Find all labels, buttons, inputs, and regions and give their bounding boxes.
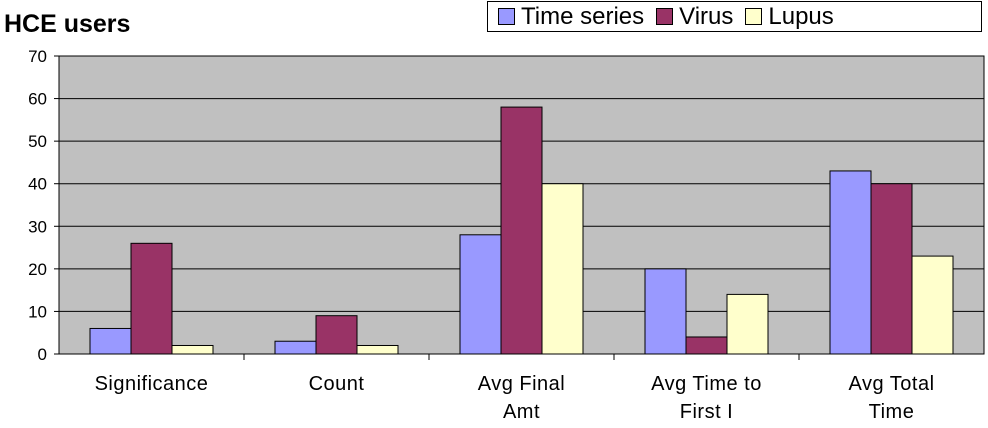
category-label-2-0: Avg Final [478,373,566,395]
legend-item-lupus: Lupus [745,2,834,31]
bar-lupus-3 [726,293,769,355]
bar-lupus-4 [911,255,954,355]
bar-lupus-0 [171,344,214,355]
legend-label-time-series: Time series [521,2,645,30]
y-tick-label-70: 70 [28,47,47,66]
legend-item-time-series: Time series [498,3,644,31]
bar-time-series-4 [829,170,872,355]
legend-swatch-virus [656,8,674,25]
y-tick-label-20: 20 [28,260,47,279]
category-label-4-0: Avg Total [848,373,934,395]
bar-time-series-1 [274,340,317,355]
bar-virus-0 [130,242,173,355]
y-tick-label-50: 50 [28,132,47,151]
category-label-0-0: Significance [95,373,209,395]
bar-virus-1 [315,315,358,355]
y-tick-label-30: 30 [28,217,47,236]
category-label-1-0: Count [309,373,365,395]
chart-title: HCE users [4,10,131,38]
category-label-3-0: Avg Time to [651,373,762,395]
legend-label-virus: Virus [679,2,734,30]
bar-lupus-1 [356,344,399,355]
y-tick-label-10: 10 [28,302,47,321]
legend-label-lupus: Lupus [768,2,834,30]
bar-time-series-3 [644,268,687,355]
legend-item-virus: Virus [656,3,733,31]
legend-swatch-lupus [745,8,763,25]
y-tick-label-60: 60 [28,90,47,109]
category-label-3-1: First I [680,401,734,423]
category-label-2-1: Amt [503,401,540,423]
bar-virus-3 [685,336,728,355]
legend: Time series Virus Lupus [487,1,982,32]
bar-lupus-2 [541,183,584,355]
y-tick-label-0: 0 [38,345,47,364]
bar-time-series-0 [89,327,132,355]
y-tick-label-40: 40 [28,175,47,194]
bar-time-series-2 [459,234,502,355]
category-label-4-1: Time [869,401,915,423]
bar-virus-4 [870,183,913,355]
bar-virus-2 [500,106,543,355]
legend-swatch-time-series [498,8,515,25]
